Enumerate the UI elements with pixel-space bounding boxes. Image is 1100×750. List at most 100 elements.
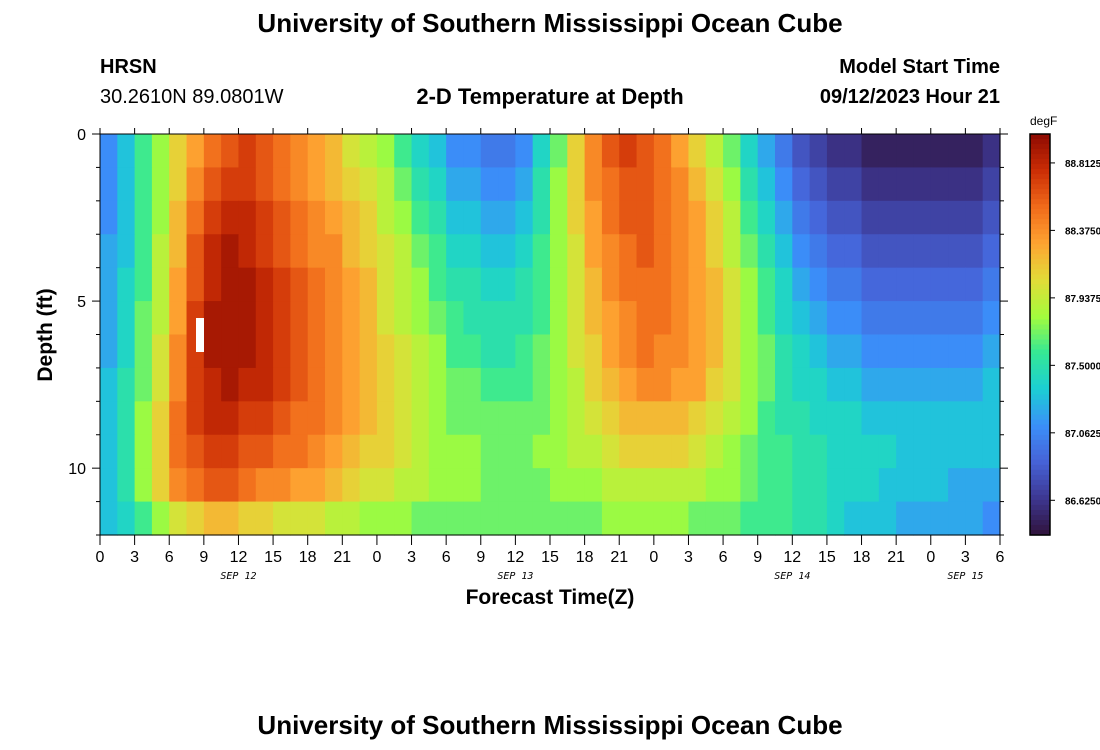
heatmap-cell <box>844 134 863 169</box>
heatmap-cell <box>688 167 707 202</box>
colorbar-segment <box>1030 219 1050 225</box>
heatmap-cell <box>826 468 845 503</box>
heatmap-cell <box>792 468 811 503</box>
heatmap-cell <box>515 334 534 369</box>
heatmap-cell <box>255 434 274 469</box>
heatmap-cell <box>428 501 447 536</box>
x-tick-label: 0 <box>926 549 935 566</box>
heatmap-cell <box>411 267 430 302</box>
heatmap-cell <box>480 200 499 235</box>
heatmap-cell <box>671 234 690 269</box>
heatmap-cell <box>100 134 118 169</box>
heatmap-cell <box>844 367 863 402</box>
heatmap-cell <box>359 167 378 202</box>
heatmap-cell <box>688 200 707 235</box>
colorbar-segment <box>1030 254 1050 260</box>
heatmap-cell <box>705 167 724 202</box>
heatmap-cell <box>221 167 240 202</box>
heatmap-cell <box>169 301 188 336</box>
heatmap-cell <box>411 401 430 436</box>
heatmap-cell <box>238 301 257 336</box>
colorbar-tick-label: 86.6250 <box>1065 496 1100 507</box>
colorbar-segment <box>1030 324 1050 331</box>
heatmap-cell <box>844 468 863 503</box>
heatmap-cell <box>792 167 811 202</box>
heatmap-cell <box>982 301 1001 336</box>
heatmap-cell <box>325 401 343 436</box>
heatmap-cell <box>290 200 309 235</box>
heatmap-cell <box>359 267 378 302</box>
heatmap-cell <box>151 200 170 235</box>
heatmap-cell <box>705 134 724 169</box>
heatmap-cell <box>740 401 759 436</box>
colorbar-segment <box>1030 459 1050 466</box>
heatmap-cell <box>532 267 551 302</box>
heatmap-cell <box>325 234 343 269</box>
heatmap-cell <box>446 501 465 536</box>
heatmap-cell <box>567 267 586 302</box>
heatmap-cell <box>221 401 240 436</box>
heatmap-cell <box>653 334 672 369</box>
heatmap-cell <box>238 401 257 436</box>
heatmap-cell <box>844 200 863 235</box>
heatmap-cell <box>203 501 222 536</box>
heatmap-cell <box>359 200 378 235</box>
heatmap-cell <box>844 401 863 436</box>
heatmap-cell <box>809 301 828 336</box>
heatmap-cell <box>913 434 932 469</box>
heatmap-cell <box>567 367 586 402</box>
heatmap-cell <box>757 134 776 169</box>
heatmap-cell <box>550 434 568 469</box>
heatmap-cell <box>151 134 170 169</box>
heatmap-cell <box>515 367 534 402</box>
heatmap-cell <box>480 468 499 503</box>
heatmap-cell <box>480 434 499 469</box>
heatmap-cell <box>480 301 499 336</box>
x-tick-label: 9 <box>199 549 208 566</box>
heatmap-cell <box>723 267 741 302</box>
heatmap-cell <box>376 501 395 536</box>
heatmap-cell <box>463 167 482 202</box>
heatmap-cell <box>463 334 482 369</box>
colorbar-segment <box>1030 514 1050 521</box>
heatmap-cell <box>653 267 672 302</box>
heatmap-cell <box>428 401 447 436</box>
heatmap-cell <box>255 267 274 302</box>
heatmap-cell <box>255 234 274 269</box>
heatmap-cell <box>446 434 465 469</box>
heatmap-cell <box>376 167 395 202</box>
heatmap-cell <box>861 468 880 503</box>
heatmap-cell <box>584 267 603 302</box>
heatmap-cell <box>463 301 482 336</box>
heatmap-cell <box>325 167 343 202</box>
heatmap-cell <box>117 234 136 269</box>
heatmap-cell <box>775 167 793 202</box>
colorbar-segment <box>1030 354 1050 361</box>
heatmap-cell <box>809 367 828 402</box>
heatmap-cell <box>532 501 551 536</box>
heatmap-cell <box>930 401 949 436</box>
colorbar-segment <box>1030 269 1050 275</box>
heatmap-cell <box>325 367 343 402</box>
heatmap-cell <box>775 401 793 436</box>
colorbar-tick-label: 87.0625 <box>1065 429 1100 440</box>
heatmap-cell <box>359 301 378 336</box>
heatmap-cell <box>792 301 811 336</box>
heatmap-cell <box>584 434 603 469</box>
heatmap-cell <box>948 267 966 302</box>
heatmap-cell <box>325 434 343 469</box>
heatmap-cell <box>792 334 811 369</box>
heatmap-cell <box>394 134 413 169</box>
heatmap-cell <box>376 234 395 269</box>
heatmap-cell <box>965 401 984 436</box>
heatmap-cell <box>757 234 776 269</box>
colorbar-segment <box>1030 214 1050 220</box>
heatmap-cell <box>394 468 413 503</box>
heatmap-cell <box>273 234 291 269</box>
heatmap-cell <box>982 434 1001 469</box>
heatmap-cell <box>532 200 551 235</box>
heatmap-cell <box>134 267 153 302</box>
heatmap-cell <box>532 468 551 503</box>
heatmap-cell <box>359 334 378 369</box>
